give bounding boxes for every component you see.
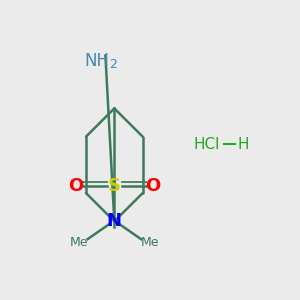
Text: Me: Me	[141, 236, 159, 249]
Text: N: N	[107, 212, 122, 230]
Text: O: O	[68, 177, 83, 195]
Text: 2: 2	[109, 58, 117, 71]
Text: Me: Me	[69, 236, 88, 249]
Text: S: S	[108, 177, 121, 195]
Text: H: H	[238, 136, 249, 152]
Text: O: O	[145, 177, 160, 195]
Text: NH: NH	[84, 52, 109, 70]
Text: HCl: HCl	[193, 136, 220, 152]
